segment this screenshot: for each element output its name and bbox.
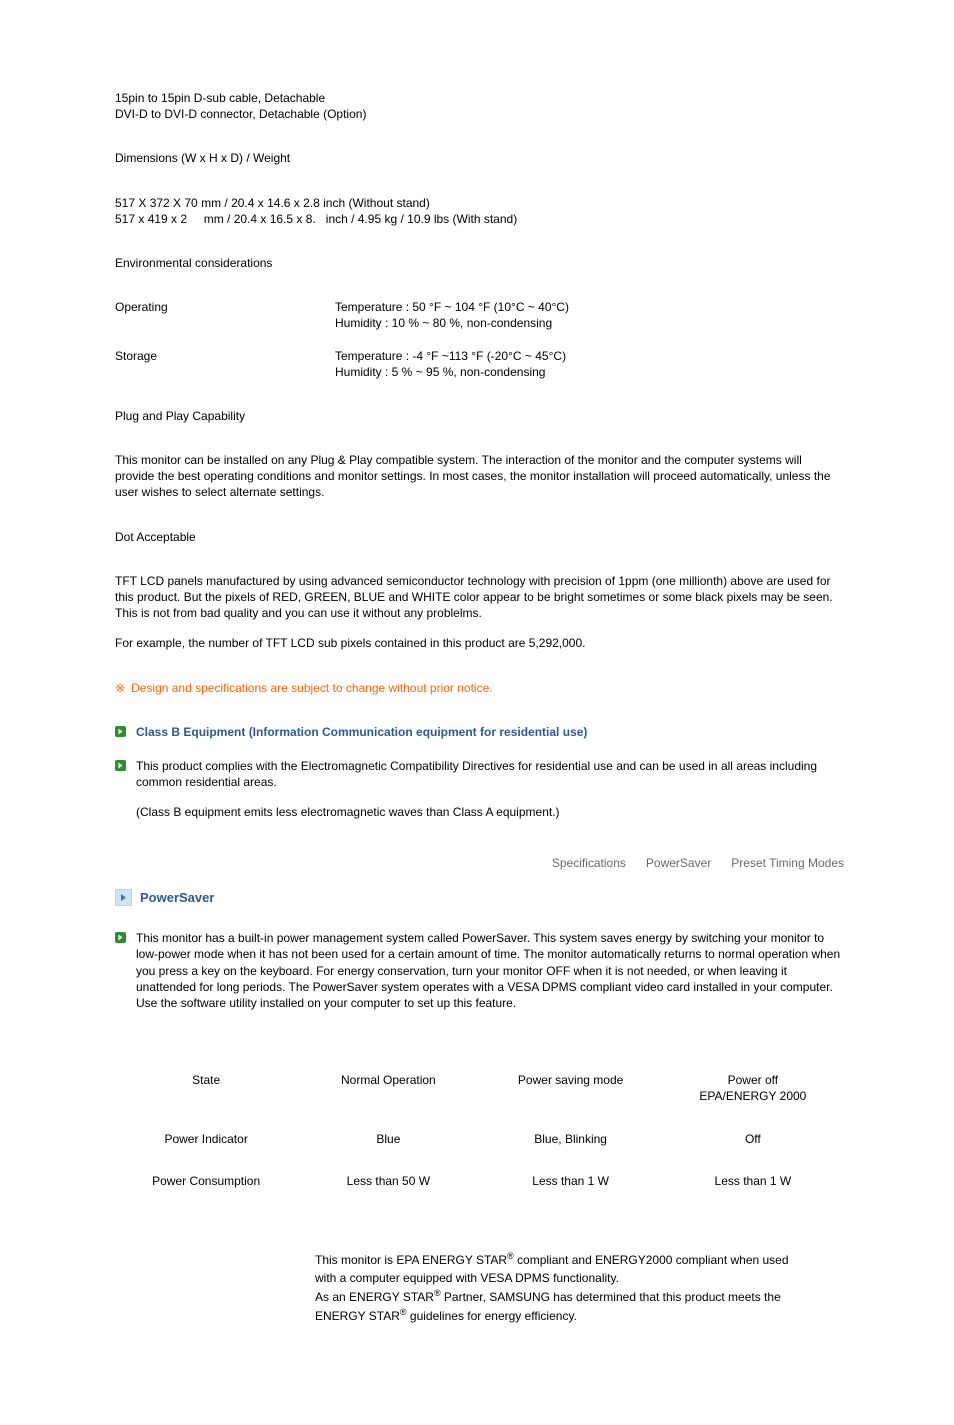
power-cell-indicator-label: Power Indicator (115, 1118, 297, 1160)
registered-mark-icon: ® (507, 1251, 514, 1261)
dot-heading: Dot Acceptable (115, 529, 844, 545)
power-table: State Normal Operation Power saving mode… (115, 1059, 844, 1202)
cable-line-2: DVI-D to DVI-D connector, Detachable (Op… (115, 106, 844, 122)
env-value-operating: Temperature : 50 °F ~ 104 °F (10°C ~ 40°… (335, 299, 844, 331)
env-storage-humid: Humidity : 5 % ~ 95 %, non-condensing (335, 364, 844, 380)
design-change-note: ※ Design and specifications are subject … (115, 680, 844, 696)
design-change-text: Design and specifications are subject to… (131, 680, 493, 696)
power-cell-consumption-saving: Less than 1 W (480, 1160, 662, 1202)
plug-body: This monitor can be installed on any Plu… (115, 452, 844, 501)
energy-note-p1a: This monitor is EPA ENERGY STAR (315, 1253, 507, 1267)
power-cell-indicator-saving: Blue, Blinking (480, 1118, 662, 1160)
env-operating-temp: Temperature : 50 °F ~ 104 °F (10°C ~ 40°… (335, 299, 844, 315)
power-cell-indicator-off: Off (662, 1118, 844, 1160)
env-heading: Environmental considerations (115, 255, 844, 271)
energy-star-note: This monitor is EPA ENERGY STAR® complia… (315, 1250, 804, 1325)
section-arrow-icon (115, 889, 132, 906)
powersaver-title-row: PowerSaver (115, 889, 844, 907)
env-row-storage: Storage Temperature : -4 °F ~113 °F (-20… (115, 348, 844, 380)
subnav-specifications[interactable]: Specifications (552, 855, 626, 871)
subnav-preset-timing[interactable]: Preset Timing Modes (731, 855, 844, 871)
power-header-off: Power off EPA/ENERGY 2000 (662, 1059, 844, 1117)
cable-line-1: 15pin to 15pin D-sub cable, Detachable (115, 90, 844, 106)
dot-body-1: TFT LCD panels manufactured by using adv… (115, 573, 844, 622)
bullet-arrow-icon (115, 726, 126, 737)
env-block: Operating Temperature : 50 °F ~ 104 °F (… (115, 299, 844, 380)
power-cell-consumption-off: Less than 1 W (662, 1160, 844, 1202)
subnav-powersaver[interactable]: PowerSaver (646, 855, 711, 871)
cable-block: 15pin to 15pin D-sub cable, Detachable D… (115, 90, 844, 122)
power-header-saving: Power saving mode (480, 1059, 662, 1117)
class-b-title-row: Class B Equipment (Information Communica… (115, 724, 844, 740)
energy-note-p2a: As an ENERGY STAR (315, 1290, 434, 1304)
powersaver-body-row: This monitor has a built-in power manage… (115, 930, 844, 1029)
powersaver-title: PowerSaver (140, 889, 214, 907)
env-row-operating: Operating Temperature : 50 °F ~ 104 °F (… (115, 299, 844, 331)
reference-mark-icon: ※ (115, 680, 125, 696)
power-cell-indicator-normal: Blue (297, 1118, 479, 1160)
dot-body-2: For example, the number of TFT LCD sub p… (115, 635, 844, 651)
env-storage-temp: Temperature : -4 °F ~113 °F (-20°C ~ 45°… (335, 348, 844, 364)
env-label-operating: Operating (115, 299, 335, 331)
dimensions-line-2: 517 x 419 x 2 mm / 20.4 x 16.5 x 8. inch… (115, 211, 844, 227)
class-b-body-1: This product complies with the Electroma… (136, 758, 844, 790)
env-value-storage: Temperature : -4 °F ~113 °F (-20°C ~ 45°… (335, 348, 844, 380)
registered-mark-icon: ® (400, 1307, 407, 1317)
power-table-row-indicator: Power Indicator Blue Blue, Blinking Off (115, 1118, 844, 1160)
bullet-arrow-icon (115, 760, 126, 771)
power-cell-consumption-normal: Less than 50 W (297, 1160, 479, 1202)
env-label-storage: Storage (115, 348, 335, 380)
bullet-arrow-icon (115, 932, 126, 943)
dimensions-block: 517 X 372 X 70 mm / 20.4 x 14.6 x 2.8 in… (115, 195, 844, 227)
registered-mark-icon: ® (434, 1288, 441, 1298)
energy-note-p2c: guidelines for energy efficiency. (407, 1309, 577, 1323)
sub-nav: Specifications PowerSaver Preset Timing … (115, 855, 844, 871)
dimensions-heading: Dimensions (W x H x D) / Weight (115, 150, 844, 166)
dimensions-line-1: 517 X 372 X 70 mm / 20.4 x 14.6 x 2.8 in… (115, 195, 844, 211)
power-cell-consumption-label: Power Consumption (115, 1160, 297, 1202)
power-header-normal: Normal Operation (297, 1059, 479, 1117)
class-b-body-wrap: This product complies with the Electroma… (136, 758, 844, 821)
class-b-body-row: This product complies with the Electroma… (115, 758, 844, 821)
env-operating-humid: Humidity : 10 % ~ 80 %, non-condensing (335, 315, 844, 331)
class-b-body-2: (Class B equipment emits less electromag… (136, 804, 844, 820)
power-table-row-consumption: Power Consumption Less than 50 W Less th… (115, 1160, 844, 1202)
plug-heading: Plug and Play Capability (115, 408, 844, 424)
power-table-header-row: State Normal Operation Power saving mode… (115, 1059, 844, 1117)
power-header-state: State (115, 1059, 297, 1117)
powersaver-body: This monitor has a built-in power manage… (136, 930, 844, 1011)
class-b-title: Class B Equipment (Information Communica… (136, 724, 587, 740)
